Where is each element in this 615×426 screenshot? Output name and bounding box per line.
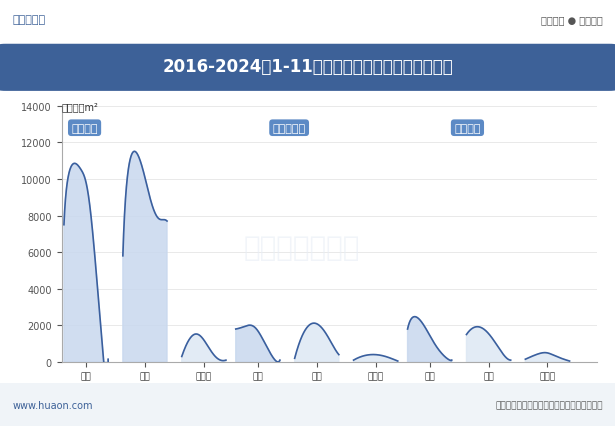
Text: 2016-2024年1-11月黑龙江省房地产施工面积情况: 2016-2024年1-11月黑龙江省房地产施工面积情况 <box>162 58 453 76</box>
Polygon shape <box>182 334 226 362</box>
Text: 专业严谨 ● 客观科学: 专业严谨 ● 客观科学 <box>541 15 603 26</box>
Polygon shape <box>466 327 510 362</box>
Polygon shape <box>295 323 339 362</box>
Text: 新开工面积: 新开工面积 <box>272 124 306 133</box>
Text: 华经情报网: 华经情报网 <box>12 15 46 26</box>
Polygon shape <box>525 353 569 362</box>
Polygon shape <box>64 164 108 395</box>
FancyBboxPatch shape <box>0 383 615 426</box>
Polygon shape <box>408 317 452 362</box>
FancyBboxPatch shape <box>0 45 615 92</box>
Text: 数据来源：国家统计局，华经产业研究院整理: 数据来源：国家统计局，华经产业研究院整理 <box>495 400 603 409</box>
Polygon shape <box>123 152 167 362</box>
Polygon shape <box>236 325 280 362</box>
Text: 施工面积: 施工面积 <box>71 124 98 133</box>
Text: 单位：万m²: 单位：万m² <box>62 102 98 112</box>
Text: 华经产业研究院: 华经产业研究院 <box>244 233 360 261</box>
Polygon shape <box>354 355 398 362</box>
Text: 竣工面积: 竣工面积 <box>454 124 481 133</box>
Text: www.huaon.com: www.huaon.com <box>12 400 93 410</box>
